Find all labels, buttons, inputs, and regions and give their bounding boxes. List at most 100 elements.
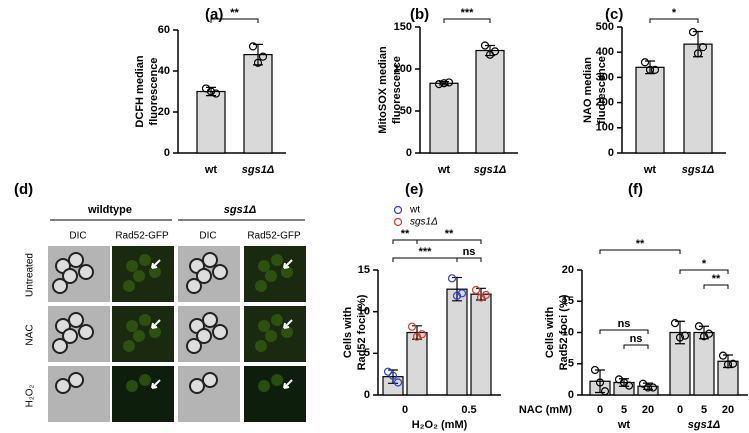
cell [186,338,202,354]
significance-label: ns [618,318,631,330]
y-axis-label: fluorescence [148,58,160,126]
arrow [283,319,293,329]
column-label: Rad52-GFP [247,231,301,242]
bar [470,293,492,396]
row-label: H₂O₂ [25,385,36,408]
group-label: wildtype [87,204,132,216]
cell [62,268,78,284]
y-tick-label: 5 [364,347,370,359]
legend-label: sgs1Δ [410,217,438,228]
foci-glow [126,380,138,392]
panel-label: (a) [205,6,223,23]
cell [78,264,94,280]
data-point [595,378,605,387]
x-tick-label: 20 [642,404,654,416]
y-tick-label: 150 [394,21,412,33]
y-axis-label: Cells with [544,307,556,359]
data-point [718,351,728,360]
arrow [283,379,293,389]
error-bar [595,369,605,394]
data-point [412,332,422,341]
bar [446,288,468,396]
significance-label: ** [445,228,454,240]
cell [196,328,212,344]
y-tick-label: 0 [608,147,614,159]
y-axis-label: fluorescence [596,56,608,124]
significance-bracket [649,18,699,23]
bar [243,53,273,154]
significance-label: ** [636,238,645,250]
x-tick-label: sgs1Δ [242,164,274,176]
x-tick-label: sgs1Δ [474,164,506,176]
x-axis-label: H₂O₂ (mM) [412,419,468,431]
significance-label: *** [419,246,433,258]
cell [212,324,228,340]
data-point [590,365,600,375]
column-label: Rad52-GFP [115,231,169,242]
x-tick-label: wt [204,164,218,176]
foci-glow [133,270,145,282]
y-tick-label: 15 [562,295,574,307]
foci-glow [139,314,151,326]
data-point [485,50,495,59]
y-tick-label: 0 [406,147,412,159]
x-tick-label: wt [643,164,657,176]
data-point [698,43,708,52]
foci-glow [255,340,267,352]
arrow [151,319,161,329]
error-bar [452,276,462,302]
group-label: sgs1Δ [688,419,720,431]
significance-label: ns [630,333,643,345]
foci-glow [265,270,277,282]
data-point [206,87,216,96]
x-tick-label: 0 [402,404,408,416]
cell [202,372,218,388]
foci-glow [255,280,267,292]
data-point [670,319,680,328]
data-point [447,274,457,283]
panel-label: (c) [605,6,623,23]
y-axis-label: DCFH median [134,55,146,127]
data-point [439,79,449,88]
y-tick-label: 20 [562,264,574,276]
significance-bracket [416,239,482,244]
foci-glow [271,314,283,326]
panel-label: (f) [628,181,643,198]
cell [68,312,84,328]
data-point [452,291,462,300]
y-tick-label: 60 [158,24,170,36]
significance-bracket [392,239,418,244]
foci-glow [126,320,138,332]
legend-marker [393,205,403,215]
row-label: NAC [25,324,36,345]
data-point [480,41,490,50]
x-tick-label: 20 [722,404,734,416]
significance-label: ns [463,246,476,258]
y-tick-label: 10 [358,306,370,318]
arrow [151,379,161,389]
foci-glow [149,326,161,338]
x-tick-label: 0 [677,404,683,416]
data-point [728,359,738,368]
arrow [151,259,161,269]
significance-bracket [599,329,649,334]
significance-bracket [210,18,259,23]
microscopy-panel: (d) wildtype sgs1Δ DIC Rad52-GFP DIC Rad… [14,181,306,422]
x-tick-label: sgs1Δ [682,164,714,176]
data-point [417,330,427,339]
data-point [383,367,393,376]
panel-label: (d) [14,181,33,198]
error-bar [412,325,422,340]
foci-glow [133,330,145,342]
significance-bracket [599,249,681,254]
foci-glow [271,374,283,386]
bar [693,331,715,396]
y-tick-label: 20 [158,106,170,118]
cell [62,328,78,344]
data-point [619,378,629,387]
significance-bracket [623,344,649,349]
cell [202,252,218,268]
x-tick-label: 5 [621,404,627,416]
foci-glow [139,374,151,386]
